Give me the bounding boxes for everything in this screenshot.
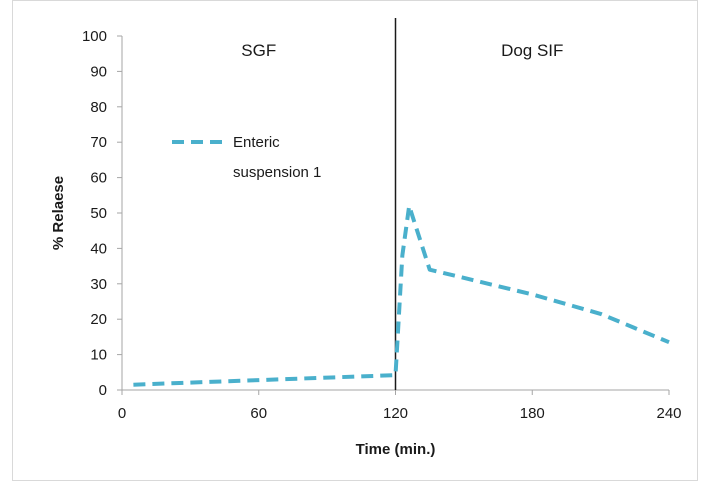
y-tick-label: 40 xyxy=(90,240,107,257)
y-tick-label: 80 xyxy=(90,99,107,116)
y-tick-label: 60 xyxy=(90,170,107,187)
y-tick-label: 100 xyxy=(82,28,107,45)
y-tick-label: 0 xyxy=(99,382,107,399)
legend-label-line-2: suspension 1 xyxy=(233,164,321,181)
legend: Enteric suspension 1 xyxy=(172,134,321,181)
region-label-sgf: SGF xyxy=(241,41,276,60)
y-tick-label: 10 xyxy=(90,347,107,364)
region-label-dog-sif: Dog SIF xyxy=(501,41,563,60)
y-axis-title: % Relaese xyxy=(50,176,67,250)
tick-labels: 0 10 20 30 40 50 60 70 80 90 100 0 60 120 180 240 xyxy=(82,28,682,422)
x-tick-label: 0 xyxy=(118,405,126,422)
chart-frame: 0 10 20 30 40 50 60 70 80 90 100 0 60 120 180 240 % Rel… xyxy=(12,0,698,481)
legend-label-line-1: Enteric xyxy=(233,134,280,151)
y-tick-label: 30 xyxy=(90,276,107,293)
line-chart: 0 10 20 30 40 50 60 70 80 90 100 0 60 120 180 240 % Rel… xyxy=(50,18,682,458)
series-line-0 xyxy=(133,203,670,387)
y-tick-label: 20 xyxy=(90,311,107,328)
x-axis-title: Time (min.) xyxy=(356,441,436,458)
axes xyxy=(117,35,670,395)
series-layer xyxy=(133,203,670,387)
x-tick-label: 240 xyxy=(656,405,681,422)
x-tick-label: 180 xyxy=(520,405,545,422)
y-tick-label: 70 xyxy=(90,134,107,151)
x-tick-label: 120 xyxy=(383,405,408,422)
y-tick-label: 90 xyxy=(90,63,107,80)
x-tick-label: 60 xyxy=(250,405,267,422)
y-tick-label: 50 xyxy=(90,205,107,222)
